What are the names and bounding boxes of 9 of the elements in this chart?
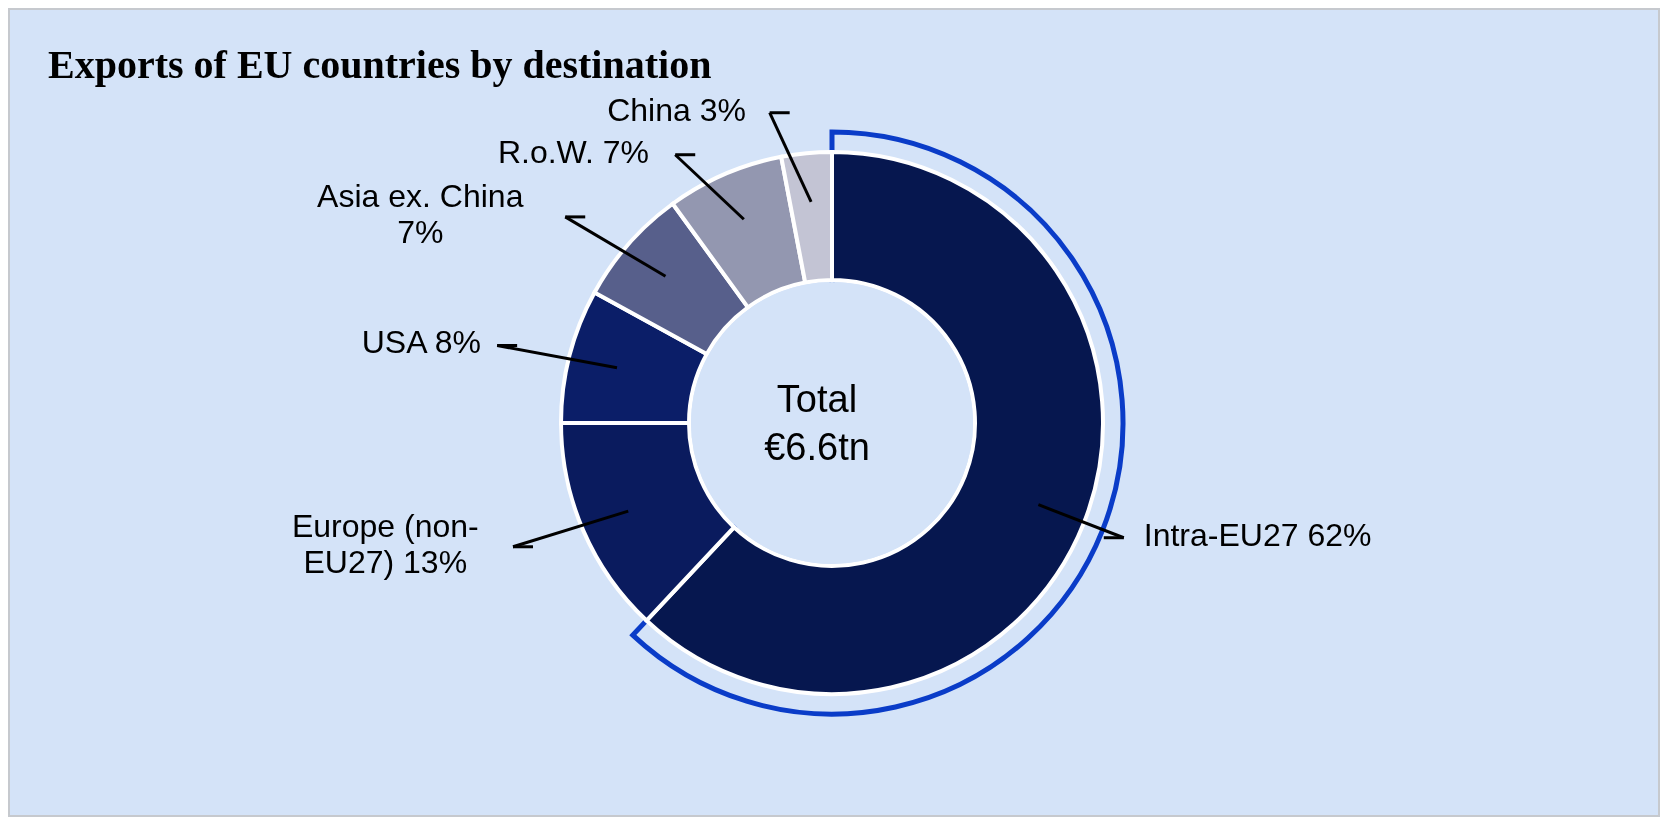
chart-title: Exports of EU countries by destination <box>48 42 712 87</box>
slice-label: Europe (non-EU27) 13% <box>291 508 479 581</box>
slice-label: China 3% <box>607 92 746 129</box>
slice-label: Asia ex. China <box>317 178 524 215</box>
slice-label: Intra-EU27 62% <box>1143 517 1372 554</box>
slice-label: R.o.W. 7% <box>497 134 650 171</box>
slice-label: USA 8% <box>361 324 481 361</box>
data-label: 7% <box>397 214 444 251</box>
text: Total €6.6tn <box>764 378 870 469</box>
